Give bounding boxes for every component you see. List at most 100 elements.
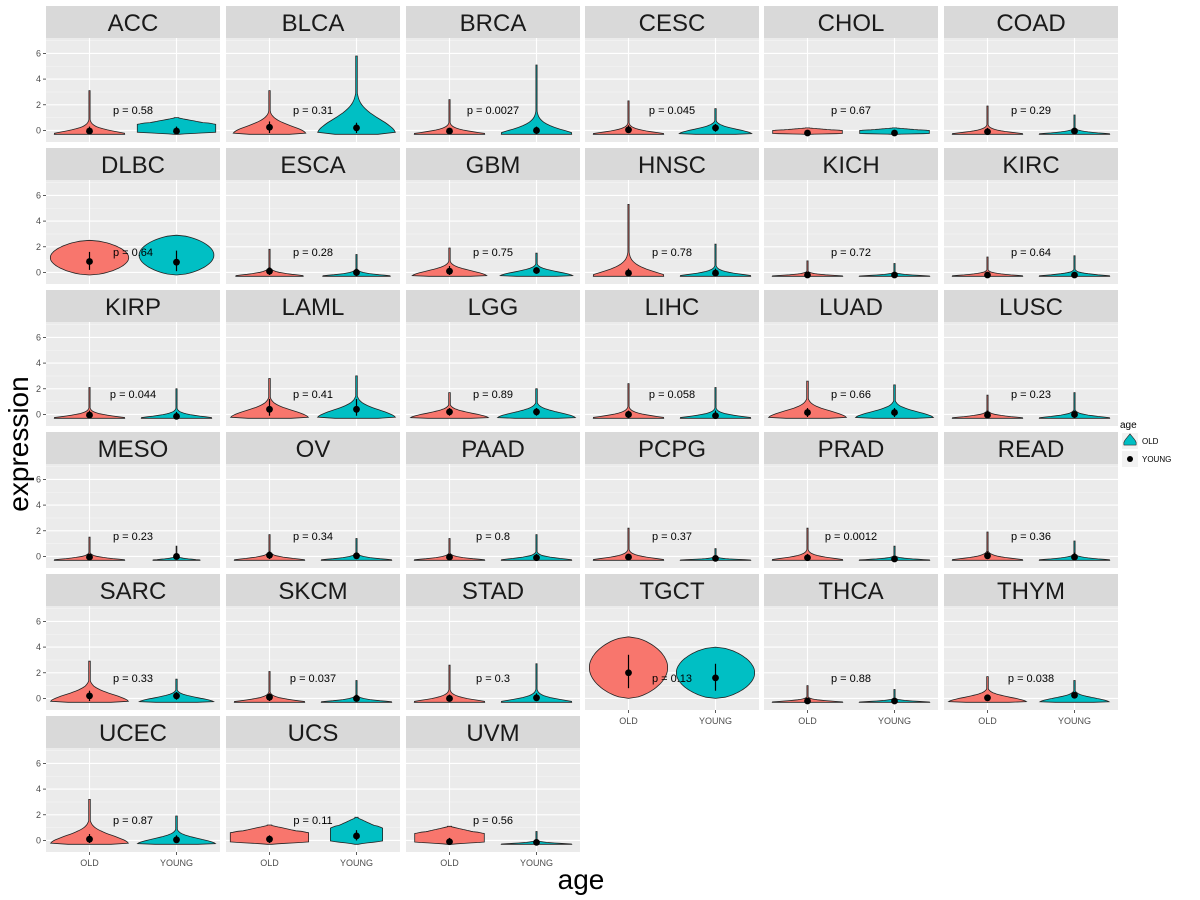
legend-label-young: YOUNG xyxy=(1142,455,1171,464)
y-tick-label: 6 xyxy=(36,48,41,58)
p-value-label: p = 0.37 xyxy=(652,531,692,543)
y-tick-label: 0 xyxy=(36,409,41,419)
violin-old xyxy=(233,671,306,703)
p-value-label: p = 0.41 xyxy=(293,389,333,401)
y-tick-label: 6 xyxy=(36,332,41,342)
x-axis-title: age xyxy=(558,864,605,895)
facet-title: TGCT xyxy=(639,578,705,605)
mean-point-old xyxy=(446,695,453,702)
mean-point-young xyxy=(891,129,898,137)
violin-old xyxy=(951,105,1024,135)
facet-uvm: UVM OLD YOUNG p = 0.56 xyxy=(406,716,580,868)
p-value-label: p = 0.058 xyxy=(649,389,695,401)
facet-read: READ p = 0.36 xyxy=(944,432,1118,568)
violin-old xyxy=(592,100,665,135)
violin-young xyxy=(136,815,217,845)
facet-title: COAD xyxy=(996,10,1065,37)
p-value-label: p = 0.23 xyxy=(113,531,153,543)
facet-strip xyxy=(406,148,580,180)
facet-esca: ESCA p = 0.28 xyxy=(226,148,400,284)
violin-old xyxy=(413,99,486,135)
facet-strip xyxy=(46,716,220,748)
facet-lusc: LUSC p = 0.23 xyxy=(944,290,1118,426)
facet-title: OV xyxy=(296,436,331,463)
facet-strip xyxy=(226,290,400,322)
plot-background xyxy=(944,38,1118,142)
facet-kirc: KIRC p = 0.64 xyxy=(944,148,1118,284)
y-tick-label: 2 xyxy=(36,526,41,536)
violin-old xyxy=(53,90,126,135)
facet-panels: ACC 0 2 4 6 p = 0.58 BLCA p = 0.31 BRCA p = 0.002… xyxy=(36,6,1118,868)
y-tick-label: 6 xyxy=(36,474,41,484)
mean-point-young xyxy=(533,554,540,562)
facet-title: LAML xyxy=(282,294,345,321)
mean-point-young xyxy=(712,124,719,132)
mean-point-old xyxy=(804,409,811,416)
violin-young xyxy=(1038,392,1111,419)
facet-title: LIHC xyxy=(645,294,700,321)
violin-old xyxy=(767,380,848,419)
violin-old xyxy=(409,392,490,419)
mean-point-old xyxy=(266,693,273,701)
mean-point-old xyxy=(446,408,453,416)
violin-old xyxy=(53,387,126,419)
facet-thca: THCA OLD YOUNG p = 0.88 xyxy=(764,574,938,726)
x-tick-label: OLD xyxy=(798,716,817,726)
facet-ucs: UCS OLD YOUNG p = 0.11 xyxy=(226,716,400,868)
plot-background xyxy=(764,606,938,710)
y-axis-title: expression xyxy=(3,376,34,511)
facet-title: UVM xyxy=(466,720,519,747)
p-value-label: p = 0.89 xyxy=(473,389,513,401)
mean-point-young xyxy=(712,674,719,682)
mean-point-young xyxy=(891,409,898,416)
mean-point-young xyxy=(173,692,180,700)
plot-background xyxy=(585,180,759,284)
mean-point-old xyxy=(625,553,632,561)
mean-point-young xyxy=(891,555,898,563)
facet-strip xyxy=(226,432,400,464)
violin-young xyxy=(496,388,577,419)
facet-title: DLBC xyxy=(101,152,165,179)
x-tick-label: OLD xyxy=(619,716,638,726)
violin-young xyxy=(317,55,396,135)
facet-hnsc: HNSC p = 0.78 xyxy=(585,148,759,284)
facet-title: LUSC xyxy=(999,294,1063,321)
facet-title: LUAD xyxy=(819,294,883,321)
p-value-label: p = 0.045 xyxy=(649,105,695,117)
p-value-label: p = 0.8 xyxy=(476,531,510,543)
x-tick-label: YOUNG xyxy=(160,858,193,868)
facet-title: PAAD xyxy=(461,436,525,463)
facet-strip xyxy=(46,6,220,38)
mean-point-old xyxy=(86,258,93,265)
mean-point-young xyxy=(1071,691,1078,699)
facet-strip xyxy=(226,716,400,748)
plot-background xyxy=(585,38,759,142)
y-tick-label: 4 xyxy=(36,216,41,226)
violin-young xyxy=(136,117,217,135)
y-tick-label: 6 xyxy=(36,758,41,768)
facet-strip xyxy=(944,290,1118,322)
facet-dlbc: DLBC 0 2 4 6 p = 0.64 xyxy=(36,148,220,284)
mean-point-young xyxy=(533,408,540,416)
facet-strip xyxy=(226,148,400,180)
facet-title: BLCA xyxy=(282,10,345,37)
violin-young xyxy=(500,663,573,703)
mean-point-old xyxy=(86,692,93,700)
plot-background xyxy=(944,464,1118,568)
mean-point-old xyxy=(804,554,811,562)
violin-old xyxy=(947,676,1028,703)
plot-background xyxy=(406,464,580,568)
x-tick-label: YOUNG xyxy=(699,716,732,726)
mean-point-young xyxy=(533,694,540,702)
facet-strip xyxy=(944,6,1118,38)
facet-thym: THYM OLD YOUNG p = 0.038 xyxy=(944,574,1118,726)
mean-point-old xyxy=(625,411,632,418)
y-tick-label: 6 xyxy=(36,190,41,200)
facet-strip xyxy=(585,574,759,606)
violin-old xyxy=(592,204,665,277)
y-tick-label: 4 xyxy=(36,74,41,84)
y-tick-label: 4 xyxy=(36,500,41,510)
p-value-label: p = 0.13 xyxy=(652,673,692,685)
violin-old xyxy=(229,824,309,845)
facet-pcpg: PCPG p = 0.37 xyxy=(585,432,759,568)
